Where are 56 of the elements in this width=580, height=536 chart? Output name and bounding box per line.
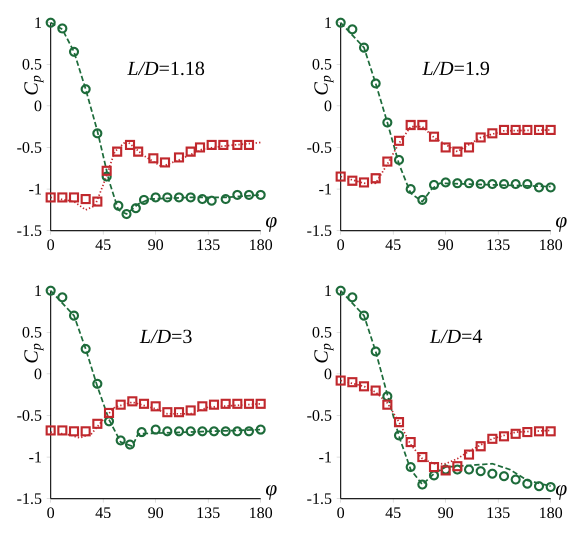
- y-tick-label: -1.5: [307, 225, 332, 236]
- x-tick-label: 45: [385, 507, 401, 518]
- y-tick-label: 1: [325, 285, 332, 296]
- y-tick-label: -0.5: [17, 410, 42, 421]
- y-tick-label: -0.5: [307, 410, 332, 421]
- x-tick-label: 45: [95, 507, 111, 518]
- y-tick-label: -1: [319, 184, 332, 194]
- x-tick-label: 135: [488, 507, 510, 518]
- y-tick-label: 0: [34, 368, 42, 380]
- x-tick-label: 90: [438, 239, 454, 250]
- x-tick-label: 0: [337, 239, 344, 250]
- x-tick-label: 135: [198, 507, 220, 518]
- text: L/D=1.9: [422, 62, 490, 76]
- x-axis-title: φ: [556, 217, 567, 232]
- text: L/D=4: [430, 330, 482, 344]
- y-tick-label: -1: [319, 452, 332, 462]
- y-tick-label: 0: [34, 100, 42, 112]
- x-tick-label: 90: [148, 507, 164, 518]
- y-tick-label: 0: [324, 100, 332, 112]
- y-tick-label: -1.5: [307, 493, 332, 504]
- x-tick-label: 135: [198, 239, 220, 250]
- y-tick-label: -0.5: [17, 142, 42, 153]
- x-tick-label: 135: [488, 239, 510, 250]
- y-tick-label: -1: [29, 452, 42, 462]
- y-tick-label: 0: [324, 368, 332, 380]
- x-tick-label: 0: [47, 239, 54, 250]
- y-tick-label: 1: [35, 17, 42, 28]
- y-tick-label: -1.5: [17, 225, 42, 236]
- y-axis-title: C$_{p}$: [314, 344, 334, 362]
- x-tick-label: 180: [540, 507, 562, 518]
- y-tick-label: -1.5: [17, 493, 42, 504]
- x-axis-title: φ: [266, 217, 277, 232]
- x-tick-label: 45: [95, 239, 111, 250]
- x-tick-label: 180: [250, 507, 272, 518]
- x-tick-label: 0: [337, 507, 344, 518]
- y-tick-label: 0.5: [22, 58, 42, 70]
- x-axis-title: φ: [266, 485, 277, 500]
- y-tick-label: 1: [35, 285, 42, 296]
- x-axis-title: φ: [556, 485, 567, 500]
- y-tick-label: 0.5: [312, 326, 332, 338]
- y-tick-label: -0.5: [307, 142, 332, 153]
- x-tick-label: 180: [250, 239, 272, 250]
- y-tick-label: 0.5: [312, 58, 332, 70]
- y-axis-title: C$_{p}$: [24, 344, 44, 362]
- text: L/D=1.18: [127, 62, 204, 76]
- x-tick-label: 180: [540, 239, 562, 250]
- y-tick-label: 0.5: [22, 326, 42, 338]
- x-tick-label: 45: [385, 239, 401, 250]
- x-tick-label: 0: [47, 507, 54, 518]
- y-tick-label: 1: [325, 17, 332, 28]
- text: L/D=3: [140, 330, 192, 344]
- x-tick-label: 90: [148, 239, 164, 250]
- x-tick-label: 90: [438, 507, 454, 518]
- y-tick-label: -1: [29, 184, 42, 194]
- y-axis-title: C$_{p}$: [24, 76, 44, 94]
- y-axis-title: C$_{p}$: [314, 76, 334, 94]
